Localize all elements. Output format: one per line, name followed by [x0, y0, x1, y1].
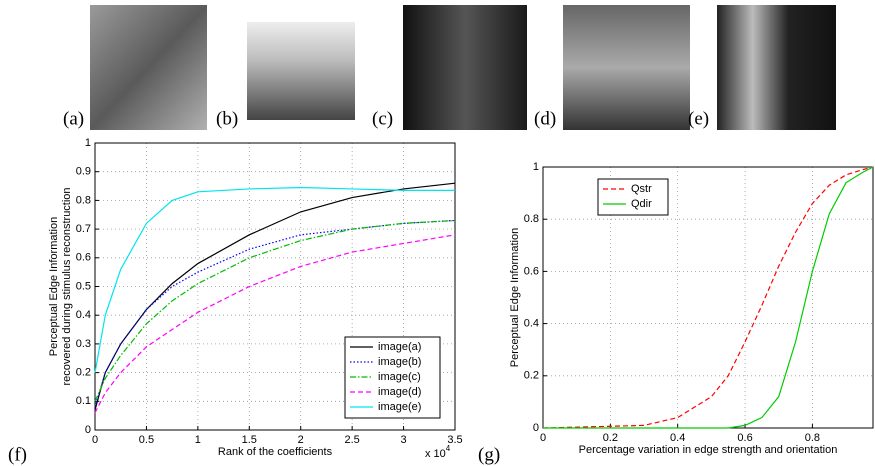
legend-label: image(b) [378, 356, 421, 368]
y-tick-label: 0.3 [76, 338, 91, 350]
x-axis-label: Percentage variation in edge strength an… [579, 444, 838, 456]
series-line [94, 219, 456, 402]
legend-label: Qdir [631, 198, 652, 210]
y-tick-label: 0 [85, 424, 91, 436]
plot-frame [542, 166, 874, 429]
x-tick-label: 2.5 [344, 434, 359, 446]
plot-frame [94, 142, 456, 431]
image-c [403, 5, 527, 130]
legend-label: Qstr [631, 183, 652, 195]
x-tick-label: 0.4 [670, 432, 685, 444]
x-tick-label: 0.5 [139, 434, 154, 446]
x-tick-label: 0 [540, 432, 546, 444]
x-axis-label: Rank of the coefficients [218, 446, 333, 458]
panel-label: (b) [216, 108, 238, 129]
y-axis-label: recovered during stimulus reconstruction [61, 187, 73, 385]
image-a [90, 5, 207, 130]
x-tick-label: 0 [92, 434, 98, 446]
x-tick-label: 2 [298, 434, 304, 446]
x-multiplier: x 104 [425, 444, 451, 460]
image-b [247, 22, 355, 120]
series-line [543, 166, 874, 429]
series-line [94, 234, 456, 414]
legend-frame [344, 336, 441, 419]
series-line [94, 186, 455, 373]
legend-label: image(a) [378, 341, 421, 353]
y-tick-label: 0.4 [76, 309, 91, 321]
image-e [717, 5, 836, 130]
x-tick-label: 1.5 [242, 434, 257, 446]
y-tick-label: 1 [85, 137, 91, 149]
y-tick-label: 0.2 [524, 370, 539, 382]
legend-label: image(d) [378, 386, 421, 398]
y-tick-label: 1 [533, 161, 539, 173]
y-tick-label: 0.2 [76, 367, 91, 379]
y-tick-label: 0.8 [524, 213, 539, 225]
x-tick-label: 3 [401, 434, 407, 446]
y-tick-label: 0.5 [76, 280, 91, 292]
y-tick-label: 0.6 [76, 252, 91, 264]
multiplier-exponent: 4 [446, 444, 451, 453]
panel-label: (a) [63, 108, 84, 129]
y-tick-label: 0.6 [524, 265, 539, 277]
panel-label: (g) [478, 444, 500, 465]
x-tick-label: 1 [195, 434, 201, 446]
panel-label: (c) [372, 108, 393, 129]
legend-label: image(e) [378, 401, 421, 413]
y-tick-label: 0.4 [524, 318, 539, 330]
series-line [94, 182, 456, 411]
y-tick-label: 0 [533, 422, 539, 434]
x-tick-label: 0.8 [805, 432, 820, 444]
y-axis-label: Perceptual Edge Information [48, 217, 60, 356]
series-line [542, 166, 874, 429]
panel-label: (f) [8, 444, 27, 465]
y-tick-label: 0.9 [76, 166, 91, 178]
y-tick-label: 0.8 [76, 194, 91, 206]
y-axis-label: Perceptual Edge Information [509, 228, 521, 367]
series-line [94, 219, 456, 408]
y-tick-label: 0.1 [76, 395, 91, 407]
x-tick-label: 3.5 [447, 434, 462, 446]
x-tick-label: 0.2 [603, 432, 618, 444]
panel-label: (e) [688, 108, 709, 129]
multiplier-base: x 10 [425, 448, 446, 460]
legend-label: image(c) [378, 371, 421, 383]
legend-frame [597, 178, 669, 216]
x-tick-label: 0.6 [737, 432, 752, 444]
y-tick-label: 0.7 [76, 223, 91, 235]
image-d [563, 5, 690, 130]
panel-label: (d) [534, 108, 556, 129]
